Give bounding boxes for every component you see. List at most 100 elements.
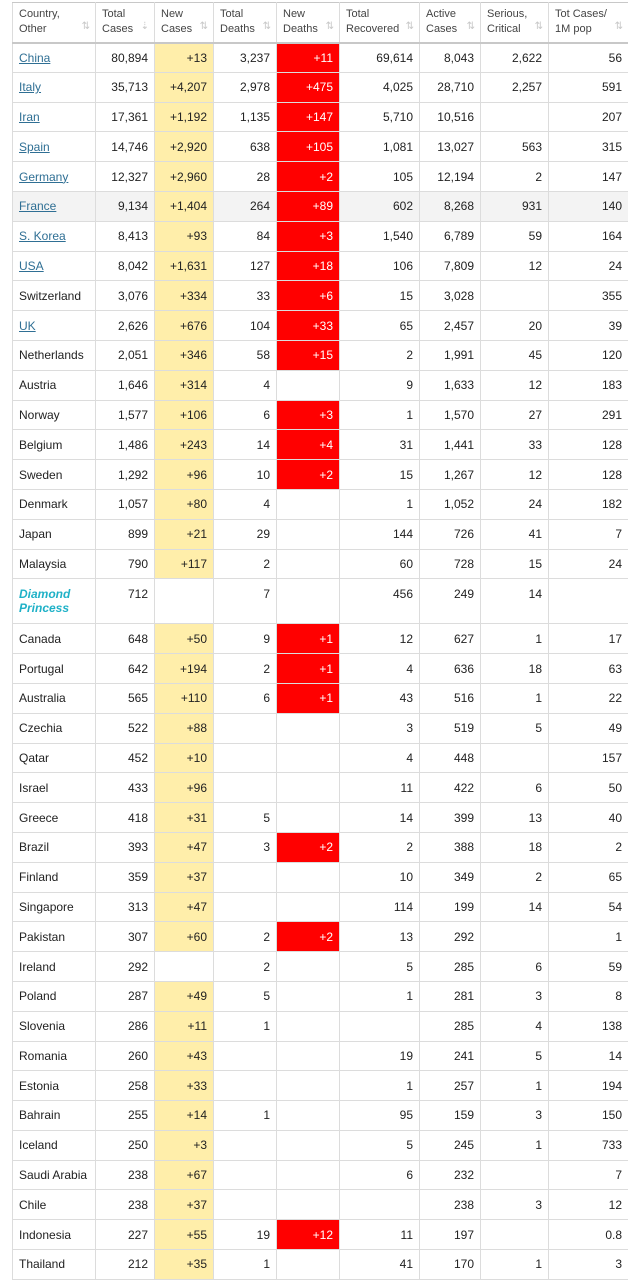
cell-new-cases: +88 (154, 712, 214, 744)
country-link[interactable]: Germany (19, 169, 69, 184)
cell-new-cases: +50 (154, 623, 214, 655)
cell-serious-critical: 20 (480, 310, 549, 341)
header-line2: Cases (426, 23, 458, 36)
cell-new-cases: +4,207 (154, 71, 214, 103)
cell-total-recovered: 14 (339, 802, 420, 833)
cell-total-recovered: 69,614 (339, 42, 420, 73)
table-row: Belgium 1,486 +243 14 +4 31 1,441 33 128 (12, 429, 628, 461)
header-line2: Deaths (220, 23, 255, 36)
table-row: Italy 35,713 +4,207 2,978 +475 4,025 28,710 2,2… (12, 71, 628, 103)
table-row: Iran 17,361 +1,192 1,135 +147 5,710 10,516 207 (12, 101, 628, 133)
cell-country: Japan (12, 518, 96, 550)
header-total-cases[interactable]: Total Cases ⇣ (95, 2, 155, 44)
header-line2: 1M pop (555, 23, 592, 36)
cell-active-cases: 726 (419, 518, 481, 550)
cell-total-deaths: 14 (213, 429, 277, 461)
cell-total-deaths: 4 (213, 369, 277, 401)
cell-country: Germany (12, 161, 96, 192)
sort-descending-icon[interactable]: ⇣ (140, 20, 149, 32)
cell-new-cases: +2,960 (154, 161, 214, 192)
cell-cases-per-1m: 65 (548, 861, 628, 893)
cell-total-deaths: 6 (213, 682, 277, 714)
header-total-recovered[interactable]: Total Recovered ⇅ (339, 2, 420, 44)
cell-total-deaths: 2 (213, 548, 277, 580)
cell-total-cases: 238 (95, 1159, 155, 1191)
cell-new-deaths (276, 1070, 340, 1102)
cell-serious-critical: 6 (480, 951, 549, 982)
country-name: Estonia (19, 1078, 60, 1093)
cell-total-deaths: 1,135 (213, 101, 277, 133)
table-row: Brazil 393 +47 3 +2 2 388 18 2 (12, 831, 628, 863)
country-link[interactable]: China (19, 50, 51, 65)
country-link[interactable]: UK (19, 318, 36, 333)
country-link[interactable]: Italy (19, 80, 42, 95)
cell-new-cases: +106 (154, 399, 214, 431)
country-name: Finland (19, 870, 59, 885)
cell-total-recovered: 3 (339, 712, 420, 744)
sort-icon[interactable]: ⇅ (405, 20, 414, 32)
sort-icon[interactable]: ⇅ (534, 20, 543, 32)
cell-country: Belgium (12, 429, 96, 461)
country-link[interactable]: France (19, 199, 57, 214)
header-new-deaths[interactable]: New Deaths ⇅ (276, 2, 340, 44)
cell-country: Iran (12, 101, 96, 133)
header-serious-critical[interactable]: Serious, Critical ⇅ (480, 2, 549, 44)
cell-total-deaths (213, 1040, 277, 1072)
cell-serious-critical: 12 (480, 459, 549, 490)
cell-total-deaths: 264 (213, 190, 277, 222)
cell-new-deaths: +89 (276, 190, 340, 222)
sort-icon[interactable]: ⇅ (262, 20, 271, 32)
cell-serious-critical: 4 (480, 1010, 549, 1042)
cell-total-recovered: 4 (339, 742, 420, 774)
cell-cases-per-1m: 164 (548, 220, 628, 252)
cell-total-cases: 712 (95, 578, 155, 625)
country-name[interactable]: Diamond Princess (19, 587, 71, 616)
header-line1: Serious, (487, 8, 528, 21)
sort-icon[interactable]: ⇅ (325, 20, 334, 32)
cell-serious-critical: 12 (480, 250, 549, 282)
cell-active-cases: 285 (419, 951, 481, 982)
cell-total-cases: 8,413 (95, 220, 155, 252)
cell-active-cases: 519 (419, 712, 481, 744)
table-row: Bahrain 255 +14 1 95 159 3 150 (12, 1100, 628, 1131)
country-name: Portugal (19, 661, 64, 676)
cell-cases-per-1m: 39 (548, 310, 628, 341)
cell-new-deaths: +4 (276, 429, 340, 461)
country-name: Austria (19, 378, 57, 393)
header-cases-per-1m[interactable]: Tot Cases/1M pop ⇅ (548, 2, 628, 44)
cell-country: Singapore (12, 891, 96, 923)
country-link[interactable]: S. Korea (19, 229, 66, 244)
table-row: Portugal 642 +194 2 +1 4 636 18 63 (12, 653, 628, 684)
country-link[interactable]: Spain (19, 139, 50, 154)
cell-total-deaths: 1 (213, 1010, 277, 1042)
cell-total-recovered: 1 (339, 399, 420, 431)
cell-country: Denmark (12, 488, 96, 520)
cell-total-cases: 1,486 (95, 429, 155, 461)
country-link[interactable]: USA (19, 258, 44, 273)
cell-total-recovered: 1 (339, 1070, 420, 1102)
sort-icon[interactable]: ⇅ (466, 20, 475, 32)
cell-country: Canada (12, 623, 96, 655)
cell-new-cases: +14 (154, 1100, 214, 1131)
cell-total-recovered: 6 (339, 1159, 420, 1191)
cell-new-deaths: +3 (276, 220, 340, 252)
cell-total-deaths (213, 712, 277, 744)
cell-serious-critical: 41 (480, 518, 549, 550)
header-line2: Recovered (346, 23, 400, 36)
cell-serious-critical: 24 (480, 488, 549, 520)
cell-total-recovered: 95 (339, 1100, 420, 1131)
header-active-cases[interactable]: Active Cases ⇅ (419, 2, 481, 44)
cell-serious-critical: 5 (480, 1040, 549, 1072)
cell-new-cases: +13 (154, 42, 214, 73)
sort-icon[interactable]: ⇅ (199, 20, 208, 32)
cell-total-cases: 1,646 (95, 369, 155, 401)
header-total-deaths[interactable]: Total Deaths ⇅ (213, 2, 277, 44)
country-link[interactable]: Iran (19, 109, 40, 124)
country-name: Brazil (19, 840, 50, 855)
sort-icon[interactable]: ⇅ (614, 20, 623, 32)
country-name: Belgium (19, 437, 63, 452)
header-country[interactable]: Country, Other ⇅ (12, 2, 96, 44)
sort-icon[interactable]: ⇅ (81, 20, 90, 32)
header-new-cases[interactable]: New Cases ⇅ (154, 2, 214, 44)
cell-country: Brazil (12, 831, 96, 863)
